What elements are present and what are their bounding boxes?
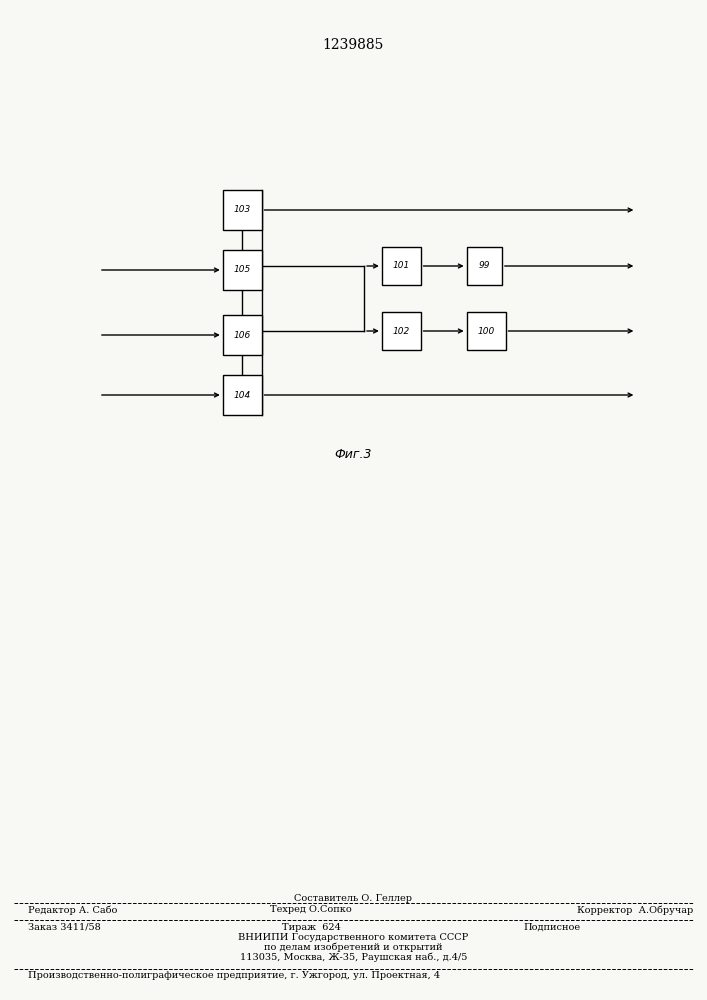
Text: 100: 100	[477, 326, 495, 336]
Text: 103: 103	[233, 206, 251, 215]
Text: 102: 102	[392, 326, 410, 336]
Text: Подписное: Подписное	[523, 922, 580, 932]
Text: 99: 99	[479, 261, 490, 270]
Text: 113035, Москва, Ж-35, Раушская наб., д.4/5: 113035, Москва, Ж-35, Раушская наб., д.4…	[240, 952, 467, 962]
FancyBboxPatch shape	[223, 315, 262, 355]
Text: Составитель О. Геллер: Составитель О. Геллер	[295, 894, 412, 903]
FancyBboxPatch shape	[223, 250, 262, 290]
FancyBboxPatch shape	[382, 312, 421, 350]
Text: Тираж  624: Тираж 624	[281, 922, 341, 932]
Text: Производственно-полиграфическое предприятие, г. Ужгород, ул. Проектная, 4: Производственно-полиграфическое предприя…	[28, 972, 440, 980]
Text: Редактор А. Сабо: Редактор А. Сабо	[28, 905, 117, 915]
Text: ВНИИПИ Государственного комитета СССР: ВНИИПИ Государственного комитета СССР	[238, 932, 469, 942]
Text: Корректор  А.Обручар: Корректор А.Обручар	[577, 905, 693, 915]
FancyBboxPatch shape	[382, 247, 421, 285]
FancyBboxPatch shape	[223, 190, 262, 230]
FancyBboxPatch shape	[467, 247, 502, 285]
FancyBboxPatch shape	[223, 375, 262, 415]
Text: по делам изобретений и открытий: по делам изобретений и открытий	[264, 942, 443, 952]
Text: 101: 101	[392, 261, 410, 270]
Text: Заказ 3411/58: Заказ 3411/58	[28, 922, 101, 932]
Text: 106: 106	[233, 330, 251, 340]
FancyBboxPatch shape	[467, 312, 506, 350]
Text: 1239885: 1239885	[323, 38, 384, 52]
Text: 104: 104	[233, 390, 251, 399]
Text: Техред О.Сопко: Техред О.Сопко	[270, 906, 352, 914]
Text: Фиг.3: Фиг.3	[334, 448, 373, 462]
Text: 105: 105	[233, 265, 251, 274]
